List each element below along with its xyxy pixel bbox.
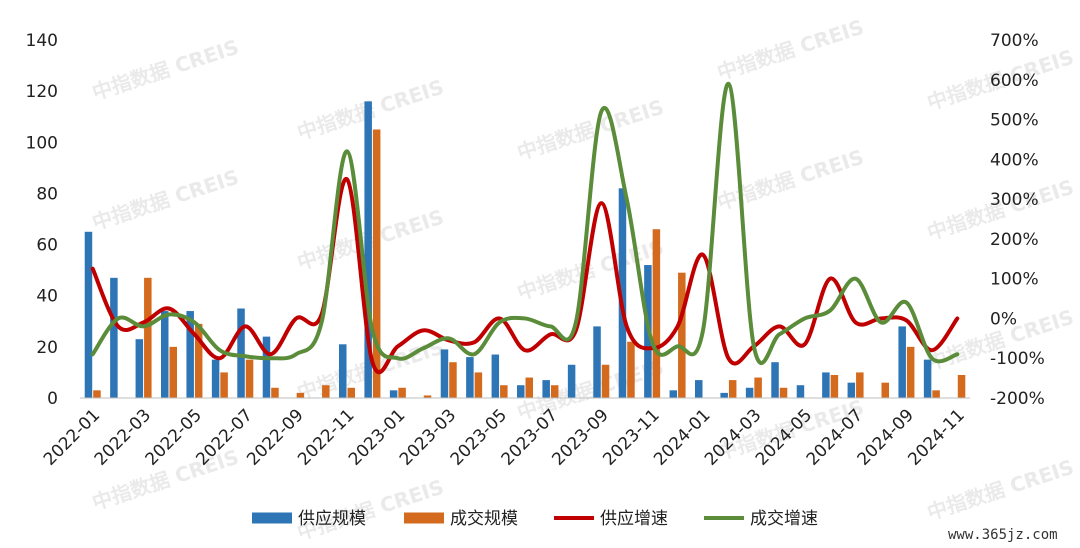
deal-bar [93, 390, 101, 398]
watermark-text: 中指数据 CREIS [714, 15, 867, 85]
deal-bar [728, 380, 737, 398]
supply-bar [237, 308, 245, 398]
right-tick-label: -100% [990, 349, 1045, 369]
deal-bar [550, 385, 559, 398]
deal-bar [296, 392, 305, 398]
right-tick-label: 300% [990, 190, 1039, 210]
supply-bar [923, 359, 932, 398]
deal-bar [881, 382, 889, 398]
supply-bar [84, 231, 93, 398]
right-tick-label: 700% [990, 31, 1039, 51]
left-tick-label: 20 [36, 338, 58, 358]
deal-bar [474, 372, 483, 398]
right-tick-label: 200% [990, 230, 1039, 250]
right-tick-label: 600% [990, 71, 1039, 91]
watermark-text: 中指数据 CREIS [89, 35, 242, 105]
legend: 供应规模 成交规模 供应增速 成交增速 [252, 509, 818, 529]
deal-bar [245, 359, 254, 398]
left-tick-label: 0 [47, 389, 58, 409]
left-tick-label: 40 [36, 287, 58, 307]
line-series [90, 81, 960, 375]
supply-bar [364, 101, 372, 398]
bar-series [84, 101, 966, 398]
deal-bar [906, 346, 915, 398]
legend-label: 成交规模 [450, 509, 518, 529]
right-tick-label: 100% [990, 270, 1039, 290]
supply-bar [491, 354, 500, 398]
right-tick-label: 0% [990, 309, 1017, 329]
left-tick-label: 140 [26, 31, 58, 51]
deal-bar [500, 385, 508, 398]
supply-bar [669, 390, 678, 398]
deal-bar [779, 387, 788, 398]
watermark-text: 中指数据 CREIS [89, 165, 242, 235]
watermark-text: 中指数据 CREIS [514, 95, 667, 165]
supply-bar [593, 326, 601, 398]
supply-growth-line [90, 177, 960, 375]
supply-bar [847, 382, 856, 398]
supply-bar [135, 339, 144, 398]
deal-bar [652, 229, 661, 398]
deal-bar [754, 377, 762, 398]
supply-bar [771, 362, 779, 398]
supply-bar [339, 344, 347, 398]
supply-bar [796, 385, 805, 398]
supply-bar [466, 357, 474, 398]
legend-label: 成交增速 [750, 509, 818, 529]
x-tick-label: 2024-11 [904, 405, 968, 469]
deal-bar [601, 364, 610, 398]
legend-swatch [404, 512, 444, 524]
deal-growth-line [90, 81, 960, 365]
deal-bar [932, 390, 940, 398]
supply-bar [618, 188, 627, 398]
deal-bar [194, 323, 203, 398]
deal-bar [525, 377, 533, 398]
deal-bar [678, 272, 686, 398]
supply-bar [567, 364, 576, 398]
supply-bar [389, 390, 398, 398]
deal-bar [856, 372, 864, 398]
right-tick-label: 400% [990, 150, 1039, 170]
deal-bar [322, 385, 330, 398]
supply-bar [517, 385, 525, 398]
deal-bar [957, 374, 966, 398]
deal-bar [449, 362, 457, 398]
left-tick-label: 60 [36, 236, 58, 256]
deal-bar [271, 387, 279, 398]
right-axis-ticks: -200% -100% 0% 100% 200% 300% 400% 500% 600% 700% [990, 31, 1045, 409]
deal-bar [372, 129, 381, 398]
supply-bar [186, 311, 194, 398]
supply-bar [822, 372, 830, 398]
left-tick-label: 80 [36, 184, 58, 204]
deal-bar [169, 346, 177, 398]
left-axis-ticks: 0 20 40 60 80 100 120 140 [26, 31, 58, 409]
deal-bar [220, 372, 228, 398]
site-watermark: www.365jz.com [948, 527, 1058, 543]
supply-bar [161, 311, 169, 398]
deal-bar [423, 395, 432, 398]
legend-swatch [252, 512, 292, 524]
deal-bar [398, 387, 406, 398]
deal-bar [347, 387, 355, 398]
right-tick-label: 500% [990, 111, 1039, 131]
deal-bar [144, 277, 152, 398]
supply-bar [898, 326, 906, 398]
left-tick-label: 120 [26, 82, 58, 102]
watermark-text: 中指数据 CREIS [924, 455, 1077, 525]
deal-bar [830, 374, 839, 398]
supply-bar [720, 392, 728, 398]
supply-bar [695, 380, 703, 398]
right-tick-label: -200% [990, 389, 1045, 409]
supply-bar [211, 359, 220, 398]
supply-bar [262, 336, 271, 398]
supply-bar [745, 387, 754, 398]
left-tick-label: 100 [26, 133, 58, 153]
supply-bar [440, 349, 449, 398]
deal-bar [627, 341, 635, 398]
supply-bar [110, 277, 118, 398]
legend-label: 供应规模 [298, 509, 366, 529]
legend-label: 供应增速 [600, 509, 668, 529]
supply-bar [542, 380, 550, 398]
